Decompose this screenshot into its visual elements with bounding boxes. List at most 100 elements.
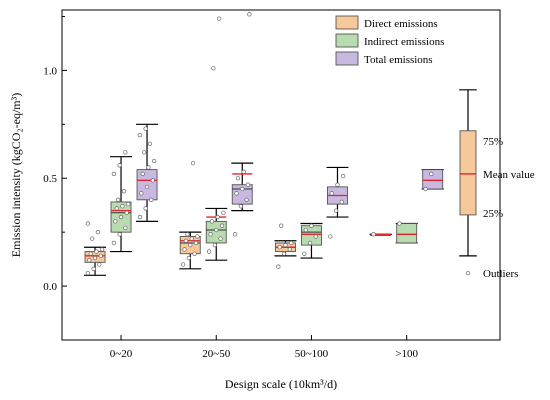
box-s1-c0-point — [118, 214, 124, 220]
box-s2-c0-point — [146, 165, 151, 170]
box-key: 75% Mean value 25% Outliers — [459, 89, 535, 280]
box-s2-c0-box — [136, 169, 158, 201]
x-tick-label: 0~20 — [110, 348, 133, 360]
box-s0-c2-point — [277, 245, 282, 250]
box-s0-c0-point — [97, 262, 102, 267]
box-s2-c0-point — [137, 214, 143, 220]
box-s2-c0-point — [152, 158, 157, 164]
box-s1-c1-point — [211, 66, 216, 71]
x-tick-label: 50~100 — [295, 348, 329, 360]
box-s1-c1-point — [209, 219, 215, 224]
box-s0-c1-point — [188, 242, 193, 248]
box-s1-c0-point — [121, 189, 127, 194]
box-s0-c0-point — [88, 251, 93, 256]
box-s0-c1-point — [186, 255, 191, 261]
box-s2-c1-point — [235, 176, 241, 181]
box-s1-c0-point — [111, 171, 117, 177]
box-s0-c1-point — [192, 251, 197, 256]
box-s1-c1-point — [215, 214, 220, 220]
box-s1-c2-point — [313, 234, 318, 239]
box-s1-c2-point — [302, 251, 307, 256]
x-axis-label: Design scale (10km³/d) — [225, 377, 337, 391]
box-s2-c0-point — [144, 184, 150, 190]
key-label-outliers: Outliers — [483, 268, 518, 280]
box-s1-c0-point — [123, 150, 128, 155]
box-s2-c1-point — [240, 186, 245, 192]
box-s2-c3-box — [422, 169, 444, 190]
box-s1-c0-point — [117, 232, 122, 237]
box-s0-c2-point — [276, 264, 281, 269]
box-s2-c0-point — [149, 197, 154, 202]
key-label-q3: 75% — [483, 136, 503, 148]
box-s1-c3-point — [397, 221, 402, 226]
box-s0-c0-point — [91, 266, 96, 271]
y-tick-label: 1.0 — [43, 65, 57, 77]
box-s1-c1-point — [216, 16, 222, 21]
box-s2-c0-point — [147, 141, 153, 146]
box-s2-c0-point — [137, 132, 143, 138]
box-s0-c2-point — [281, 251, 287, 256]
box-s2-c1-point — [244, 197, 249, 202]
legend-label-0: Direct emissions — [364, 18, 438, 30]
key-box — [459, 130, 477, 216]
box-s1-c0-point — [113, 219, 118, 224]
box-s2-c1-point — [234, 191, 239, 196]
box-s0-c0-point — [85, 270, 91, 276]
box-s0-c0-point — [90, 236, 95, 241]
box-s0-c1-point — [189, 236, 194, 241]
box-s1-c0-point — [123, 225, 128, 230]
y-axis-label: Emission intensity (kgCO₂-eq/m³) — [9, 93, 23, 257]
box-s2-c0-point — [143, 126, 148, 131]
box-s0-c0-point — [98, 253, 103, 259]
box-s0-c0-point — [87, 258, 92, 263]
box-s2-c1-point — [241, 169, 246, 174]
x-tick-label: >100 — [395, 348, 418, 360]
box-s1-c0-point — [126, 201, 131, 207]
box-s1-c0-point — [124, 210, 129, 215]
box-s2-c0-point — [142, 150, 147, 155]
box-s0-c0-point — [100, 247, 105, 252]
box-s2-c0-point — [143, 206, 148, 211]
box-s1-c3-box — [396, 223, 418, 244]
box-s0-c1-point — [193, 240, 199, 246]
box-s2-c2-point — [329, 191, 334, 196]
box-s1-c2-point — [309, 223, 314, 228]
box-s0-c2-point — [279, 223, 284, 228]
box-s0-c0-point — [95, 230, 101, 235]
box-s1-c0-point — [116, 197, 121, 202]
legend-swatch-1 — [335, 33, 359, 48]
box-s1-c0-point — [120, 204, 125, 209]
box-s1-c2-point — [303, 227, 308, 233]
legend-label-1: Indirect emissions — [364, 36, 444, 48]
box-s2-c3-point — [429, 171, 434, 177]
box-s2-c2-point — [333, 208, 339, 213]
box-s1-c1-point — [219, 223, 225, 228]
box-s1-c1-point — [212, 242, 217, 248]
box-s0-c2-point — [283, 242, 288, 248]
box-s0-c2-point — [289, 240, 294, 246]
box-s0-c1-point — [182, 247, 187, 252]
box-s2-c1-point — [247, 12, 252, 17]
box-s2-c2-point — [335, 182, 340, 187]
key-label-mean: Mean value — [483, 169, 535, 181]
legend: Direct emissions Indirect emissions Total … — [335, 15, 444, 66]
box-s1-c0-point — [117, 163, 122, 168]
box-s2-c2-point — [328, 234, 333, 239]
box-s1-c0-point — [111, 240, 117, 246]
legend-swatch-2 — [335, 51, 359, 66]
key-label-q1: 25% — [483, 208, 503, 220]
box-s2-c0-point — [140, 171, 145, 177]
x-tick-label: 20~50 — [202, 348, 230, 360]
axes: 0.0 0.5 1.0 0~20 20~50 50~100 >100 Design scale… — [9, 9, 501, 391]
key-outlier-point — [465, 270, 471, 276]
plot-frame — [61, 9, 501, 341]
box-s1-c1-point — [214, 227, 219, 233]
box-s0-c1-point — [185, 232, 190, 237]
legend-swatch-0 — [335, 15, 359, 30]
box-s2-c1-point — [232, 232, 238, 237]
box-s2-c1-point — [245, 182, 251, 187]
box-s1-c2-point — [307, 240, 313, 246]
box-s2-c0-point — [139, 191, 144, 196]
box-s1-c0-point — [114, 206, 119, 211]
